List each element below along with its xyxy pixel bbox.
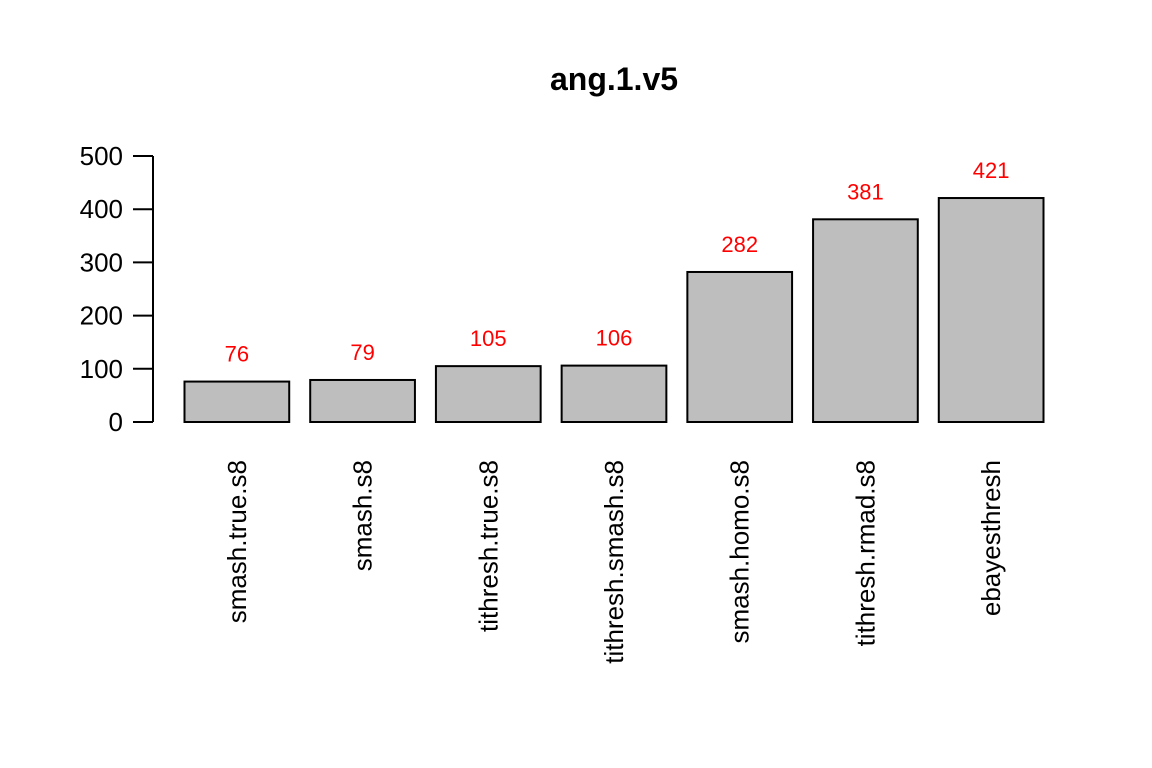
y-tick-label: 300 [80,247,123,277]
y-tick-label: 0 [109,407,123,437]
value-label: 76 [225,342,249,367]
x-tick-label: tithresh.rmad.s8 [850,460,880,646]
bar-tithresh.rmad.s8 [812,218,919,423]
value-label: 421 [973,158,1010,183]
y-tick-label: 100 [80,354,123,384]
bar-tithresh.smash.s8 [560,364,668,423]
x-axis-labels: smash.true.s8 smash.s8 tithresh.true.s8 tit… [222,460,1006,664]
x-tick-label: tithresh.smash.s8 [599,460,629,664]
value-label: 79 [350,340,374,365]
bar-smash.s8 [309,378,416,423]
y-tick-label: 200 [80,301,123,331]
bar-ebayesthresh [937,197,1045,423]
bar-smash.true.s8 [183,380,291,423]
y-axis: 0 100 200 300 400 500 [80,141,154,437]
x-tick-label: tithresh.true.s8 [473,460,503,632]
chart-title: ang.1.v5 [550,61,678,97]
value-label: 282 [721,232,758,257]
x-tick-label: smash.homo.s8 [725,460,755,644]
bar-tithresh.true.s8 [434,365,542,424]
y-tick-label: 500 [80,141,123,171]
value-label: 105 [470,326,507,351]
bars [183,197,1045,424]
x-tick-label: smash.s8 [348,460,378,571]
x-tick-label: ebayesthresh [976,460,1006,616]
y-tick-label: 400 [80,194,123,224]
bar-smash.homo.s8 [686,270,794,424]
value-label: 381 [847,179,884,204]
value-labels: 76 79 105 106 282 381 421 [225,158,1010,367]
value-label: 106 [596,326,633,351]
x-tick-label: smash.true.s8 [222,460,252,623]
